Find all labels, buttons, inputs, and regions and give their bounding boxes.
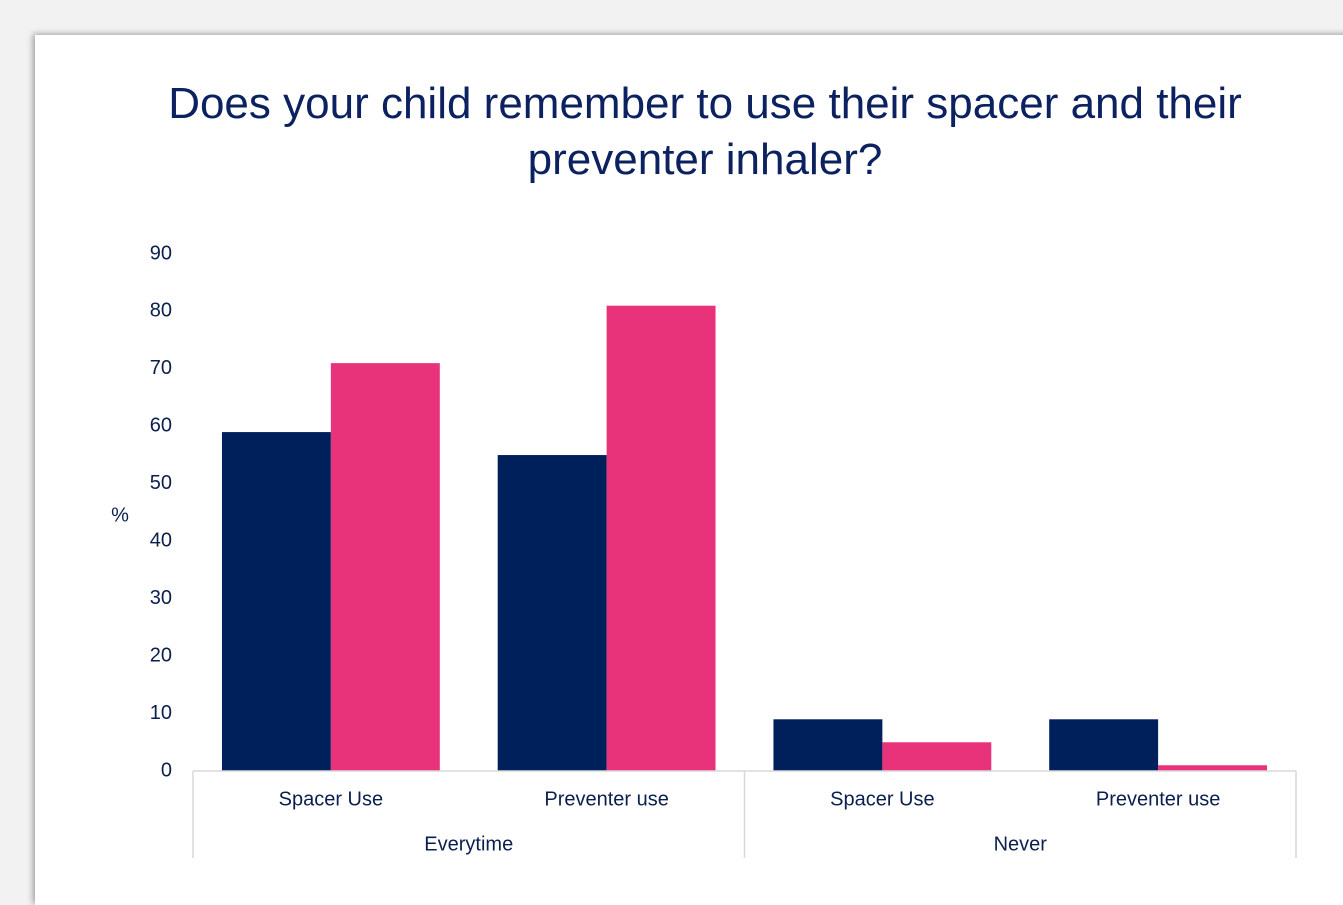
y-tick-label: 30 [150,587,172,609]
y-tick-label: 90 [150,242,172,264]
y-tick-label: 0 [161,759,172,781]
bar [882,742,992,771]
bar [330,363,440,771]
y-tick-label: 20 [150,644,172,666]
y-tick-label: 10 [150,702,172,724]
x-tick-label: Preventer use [1096,788,1221,810]
bar [1049,719,1159,771]
x-tick-label: Spacer Use [279,788,384,810]
y-tick-label: 70 [150,357,172,379]
x-tick-label: Spacer Use [830,788,935,810]
chart-title: Does your child remember to use their sp… [168,79,1242,184]
bar [773,719,883,771]
bar [221,432,331,771]
group-label: Never [994,833,1048,855]
bar [606,305,716,771]
bar [1158,765,1268,771]
y-tick-label: 60 [150,415,172,437]
y-tick-label: 50 [150,472,172,494]
y-tick-label: 40 [150,530,172,552]
group-label: Everytime [424,833,513,855]
y-axis-label: % [111,504,129,526]
y-tick-label: 80 [150,300,172,322]
bar [497,455,607,771]
x-tick-label: Preventer use [544,788,669,810]
